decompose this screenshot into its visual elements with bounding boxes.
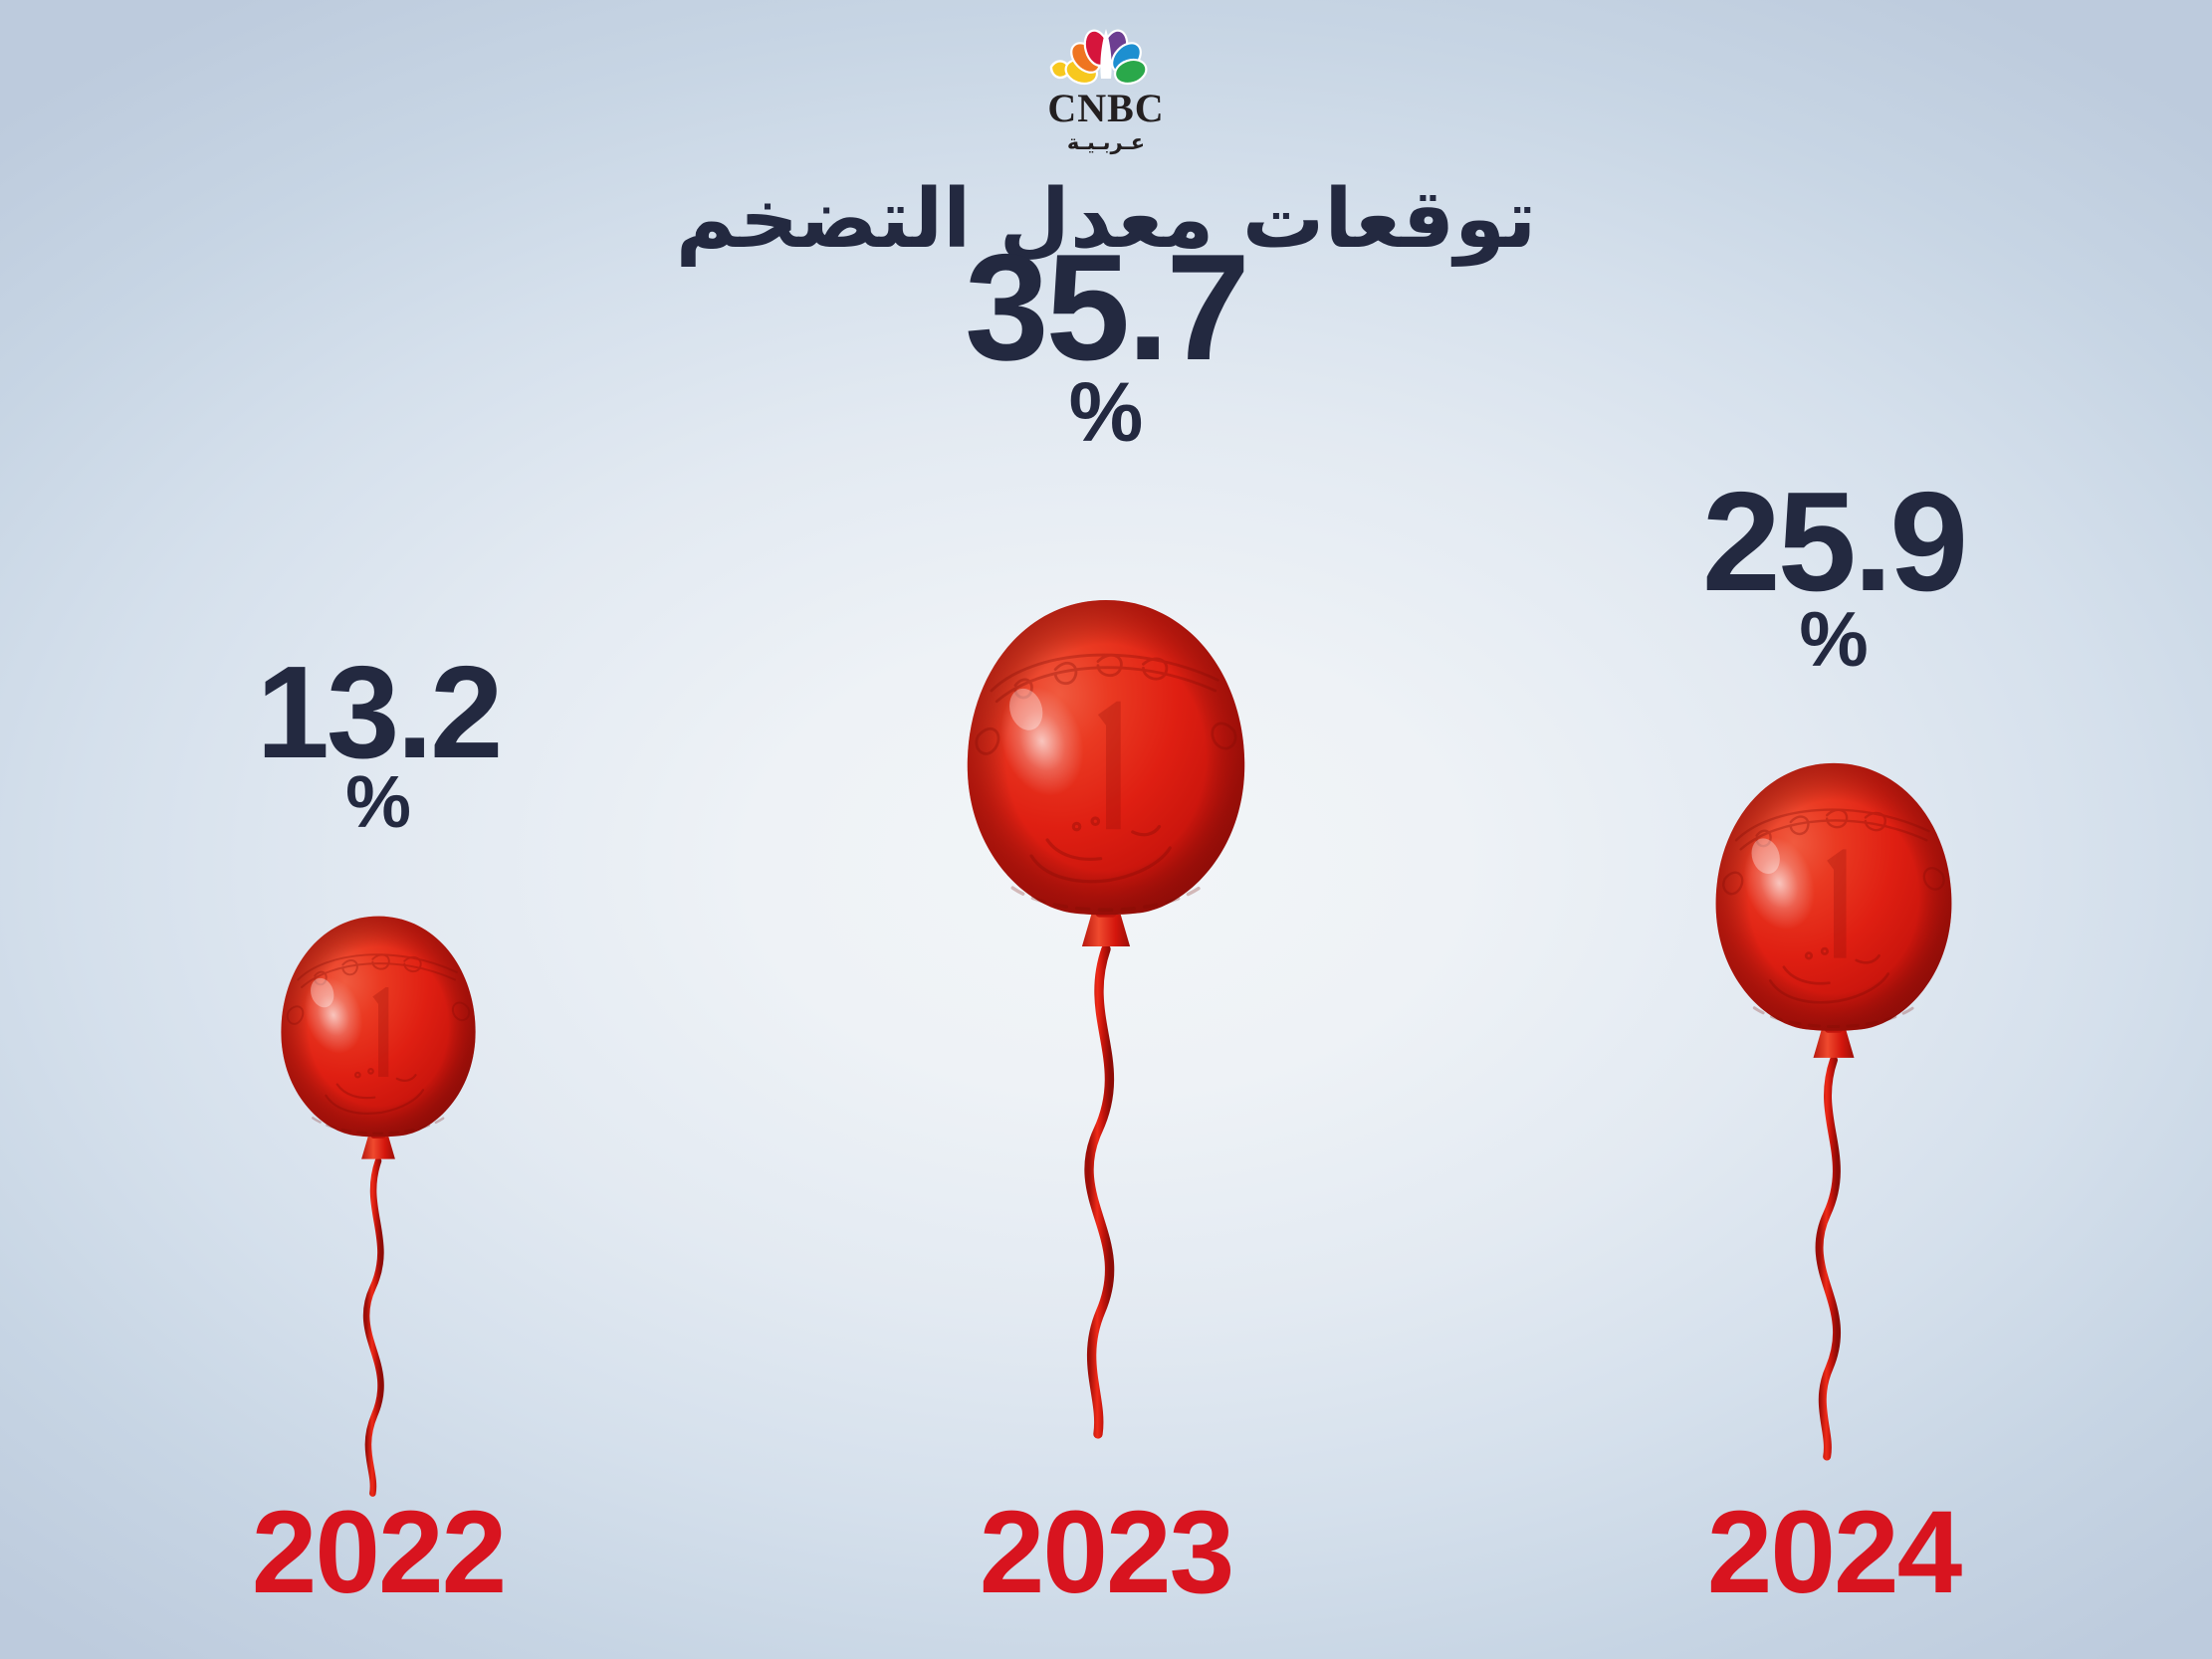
balloon-2023 — [933, 592, 1279, 1445]
value-block-2022: 13.2 % — [70, 639, 687, 844]
percent-sign-2023: % — [1068, 364, 1144, 459]
year-label-2023: 2023 — [979, 1487, 1235, 1618]
percent-sign-2024: % — [1799, 594, 1869, 683]
cnbc-arabic-wordmark: عـربـيـة — [1066, 130, 1146, 154]
column-2022: 13.2 % — [70, 0, 687, 1659]
value-block-2023: 35.7 % — [797, 223, 1415, 459]
balloon-2024 — [1686, 756, 1981, 1482]
value-number-2022: 13.2 — [256, 639, 504, 785]
column-2023: 35.7 % — [797, 0, 1415, 1659]
page-title: توقعات معدل التضخم — [675, 172, 1538, 267]
balloon-2022-graphic — [281, 916, 476, 1497]
year-label-2024: 2024 — [1706, 1487, 1963, 1618]
balloon-2022 — [257, 911, 500, 1509]
year-label-2022: 2022 — [251, 1487, 508, 1618]
balloon-2024-graphic — [1715, 762, 1952, 1461]
cnbc-peacock-icon — [1049, 29, 1148, 86]
column-2024: 25.9 % — [1525, 0, 2142, 1659]
value-block-2024: 25.9 % — [1525, 463, 2142, 683]
value-number-2023: 35.7 — [965, 223, 1250, 392]
value-number-2024: 25.9 — [1701, 463, 1968, 621]
percent-sign-2022: % — [345, 760, 411, 844]
cnbc-wordmark: CNBC — [1047, 86, 1165, 130]
cnbc-arabia-logo: CNBC عـربـيـة — [0, 20, 2212, 153]
balloon-2023-graphic — [967, 600, 1245, 1439]
